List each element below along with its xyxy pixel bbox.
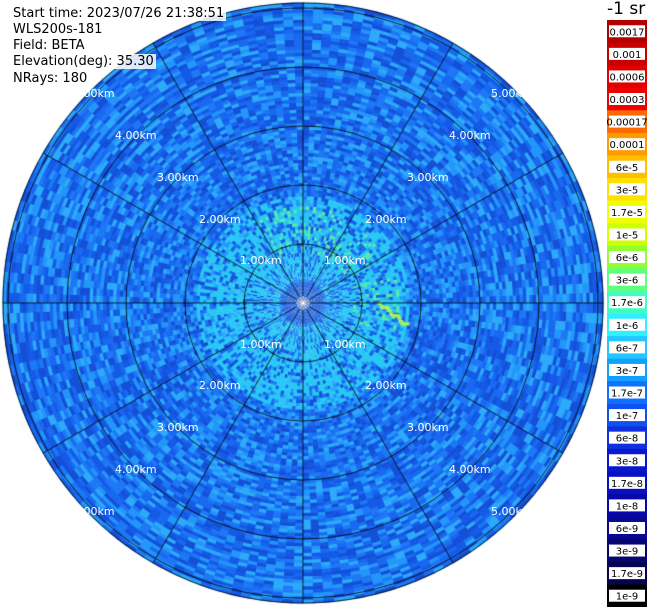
colorbar-label-box — [609, 521, 645, 534]
range-ring-label: 5.00km — [73, 87, 115, 100]
elevation-label: Elevation(deg): 35.30 — [11, 54, 156, 69]
range-ring-label: 5.00km — [73, 505, 115, 518]
instrument-label: WLS200s-181 — [11, 22, 105, 37]
colorbar-tick-label: 1e-5 — [616, 230, 639, 241]
range-ring-label: 4.00km — [449, 463, 491, 476]
colorbar-label-box — [609, 431, 645, 444]
colorbar-tick-label: 1.7e-8 — [611, 479, 643, 490]
start-time-label: Start time: 2023/07/26 21:38:51 — [11, 6, 227, 21]
colorbar-tick-label: 3e-7 — [616, 366, 639, 377]
range-ring-label: 1.00km — [324, 254, 366, 267]
colorbar-title: -1 sr — [607, 0, 646, 19]
colorbar-tick-label: 3e-9 — [616, 547, 639, 558]
colorbar-label-box — [609, 228, 645, 241]
range-ring-label: 3.00km — [157, 421, 199, 434]
range-ring-label: 1.00km — [324, 338, 366, 351]
range-ring-label: 3.00km — [407, 171, 449, 184]
colorbar-label-box — [609, 567, 645, 580]
nrays-label: NRays: 180 — [11, 71, 90, 86]
colorbar-label-box — [609, 409, 645, 422]
colorbar-label-box — [609, 499, 645, 512]
range-ring-label: 4.00km — [115, 129, 157, 142]
range-ring-label: 3.00km — [407, 421, 449, 434]
colorbar-tick-label: 1.7e-5 — [611, 208, 643, 219]
colorbar: 0.0017 0.001 0.0006 0.0003 0.00017 0.0001 6e-5… — [607, 20, 647, 607]
colorbar-tick-label: 1.7e-6 — [611, 298, 643, 309]
colorbar-tick-label: 0.0003 — [610, 95, 645, 106]
colorbar-label-box — [609, 386, 645, 399]
colorbar-tick-label: 0.001 — [613, 50, 642, 61]
colorbar-label-box — [609, 341, 645, 354]
colorbar-tick-label: 1e-8 — [616, 501, 639, 512]
field-label: Field: BETA — [11, 38, 87, 53]
range-ring-label: 1.00km — [240, 254, 282, 267]
range-ring-label: 3.00km — [157, 171, 199, 184]
range-ring-label: 5.00km — [491, 87, 533, 100]
colorbar-tick-label: 1e-6 — [616, 321, 639, 332]
colorbar-tick-label: 0.0001 — [610, 140, 645, 151]
colorbar-tick-label: 6e-8 — [616, 434, 639, 445]
colorbar-tick-label: 1.7e-9 — [611, 569, 643, 580]
colorbar-tick-label: 3e-6 — [616, 276, 639, 287]
colorbar-label-box — [609, 318, 645, 331]
colorbar-tick-label: 1.7e-7 — [611, 389, 643, 400]
colorbar-tick-label: 0.00017 — [607, 118, 647, 129]
colorbar-label-box — [609, 296, 645, 309]
range-ring-label: 4.00km — [449, 129, 491, 142]
colorbar-label-box — [609, 363, 645, 376]
range-ring-label: 2.00km — [199, 379, 241, 392]
colorbar-label-box — [609, 93, 645, 106]
colorbar-label-box — [609, 47, 645, 60]
colorbar-label-box — [609, 205, 645, 218]
colorbar-tick-label: 6e-9 — [616, 524, 639, 535]
range-ring-label: 1.00km — [240, 338, 282, 351]
colorbar-tick-label: 6e-6 — [616, 253, 639, 264]
colorbar-tick-label: 0.0017 — [610, 27, 645, 38]
range-ring-label: 5.00km — [491, 505, 533, 518]
range-ring-label: 2.00km — [365, 379, 407, 392]
colorbar-tick-label: 6e-7 — [616, 343, 639, 354]
colorbar-label-box — [609, 544, 645, 557]
colorbar-label-box — [609, 273, 645, 286]
colorbar-label-box — [609, 589, 645, 602]
colorbar-tick-label: 1e-7 — [616, 411, 639, 422]
colorbar-tick-label: 3e-8 — [616, 456, 639, 467]
colorbar-label-box — [609, 70, 645, 83]
colorbar-label-box — [609, 476, 645, 489]
range-ring-label: 2.00km — [199, 213, 241, 226]
colorbar-label-box — [609, 183, 645, 196]
colorbar-tick-label: 3e-5 — [616, 185, 639, 196]
range-ring-label: 4.00km — [115, 463, 157, 476]
colorbar-label-box — [609, 160, 645, 173]
colorbar-tick-label: 6e-5 — [616, 163, 639, 174]
colorbar-tick-label: 0.0006 — [610, 72, 645, 83]
colorbar-label-box — [609, 454, 645, 467]
colorbar-tick-label: 1e-9 — [616, 592, 639, 603]
colorbar-label-box — [609, 25, 645, 38]
range-ring-label: 2.00km — [365, 213, 407, 226]
ppi-plot — [0, 0, 607, 607]
colorbar-label-box — [609, 251, 645, 264]
colorbar-label-box — [609, 138, 645, 151]
colorbar-label-box — [609, 115, 645, 128]
